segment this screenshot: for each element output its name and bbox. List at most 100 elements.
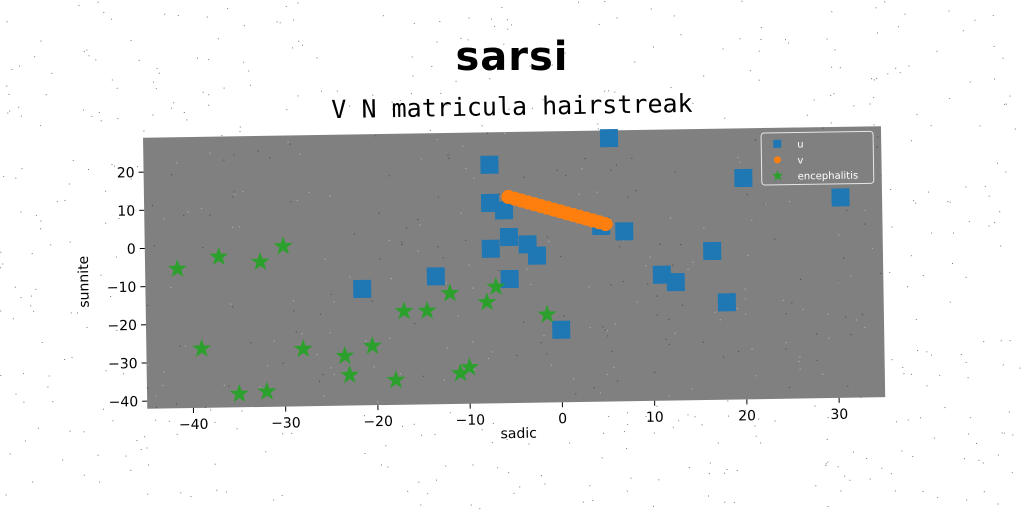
noise-dot — [289, 143, 291, 145]
noise-dot — [442, 257, 445, 259]
noise-dot — [266, 364, 269, 367]
noise-dot — [911, 140, 913, 142]
noise-dot — [967, 433, 969, 435]
noise-dot — [983, 341, 985, 343]
noise-dot — [11, 69, 13, 70]
noise-dot — [7, 112, 9, 114]
point-encephalitis — [340, 365, 360, 384]
noise-dot — [993, 45, 995, 47]
noise-dot — [9, 110, 11, 112]
noise-dot — [122, 373, 124, 375]
noise-dot — [399, 100, 401, 102]
noise-dot — [895, 67, 897, 69]
noise-dot — [2, 263, 4, 265]
noise-dot — [782, 299, 784, 302]
noise-dot — [853, 451, 854, 453]
noise-dot — [200, 207, 203, 210]
noise-dot — [155, 395, 157, 397]
noise-dot — [381, 464, 382, 466]
noise-dot — [1000, 340, 1002, 342]
noise-dot — [881, 467, 883, 469]
noise-dot — [227, 8, 229, 10]
noise-dot — [295, 331, 297, 333]
noise-dot — [992, 15, 994, 17]
noise-dot — [930, 125, 932, 127]
noise-dot — [322, 373, 324, 376]
noise-dot — [737, 156, 739, 159]
noise-dot — [105, 222, 107, 224]
noise-dot — [828, 337, 830, 339]
noise-dot — [175, 403, 178, 405]
noise-dot — [140, 449, 142, 450]
noise-dot — [953, 232, 954, 234]
noise-dot — [177, 15, 179, 17]
noise-dot — [626, 412, 628, 414]
noise-dot — [217, 38, 219, 40]
noise-dot — [530, 283, 532, 286]
noise-dot — [30, 295, 32, 297]
noise-dot — [329, 195, 331, 197]
noise-dot — [634, 61, 636, 63]
plot-area — [143, 126, 886, 409]
noise-dot — [464, 239, 467, 242]
point-u — [494, 201, 514, 220]
noise-dot — [688, 466, 690, 468]
noise-dot — [239, 131, 241, 133]
y-tick-label: 20 — [117, 165, 135, 181]
noise-dot — [635, 190, 637, 192]
noise-dot — [978, 459, 980, 461]
noise-dot — [151, 204, 154, 207]
noise-dot — [116, 87, 118, 89]
noise-dot — [168, 420, 170, 422]
noise-dot — [232, 196, 234, 198]
noise-dot — [869, 478, 871, 480]
noise-dot — [751, 348, 753, 350]
noise-dot — [760, 38, 762, 40]
noise-dot — [40, 125, 42, 127]
noise-dot — [130, 39, 132, 41]
noise-dot — [276, 21, 278, 23]
noise-dot — [1005, 103, 1007, 105]
point-u — [717, 293, 737, 312]
noise-dot — [564, 52, 566, 54]
noise-dot — [724, 117, 726, 119]
noise-dot — [674, 171, 676, 173]
point-v — [598, 217, 613, 232]
noise-dot — [692, 261, 694, 263]
noise-dot — [249, 84, 251, 86]
noise-dot — [208, 104, 210, 106]
noise-dot — [136, 440, 138, 442]
noise-dot — [513, 492, 515, 494]
noise-dot — [296, 199, 299, 202]
noise-dot — [827, 417, 829, 419]
noise-dot — [1002, 57, 1004, 59]
noise-dot — [470, 504, 472, 506]
noise-dot — [814, 405, 816, 407]
noise-dot — [186, 119, 188, 121]
point-encephalitis — [394, 301, 414, 320]
noise-dot — [330, 367, 332, 369]
noise-dot — [869, 103, 871, 105]
noise-dot — [599, 392, 602, 394]
noise-dot — [138, 59, 140, 61]
noise-dot — [656, 314, 658, 316]
noise-dot — [785, 313, 787, 315]
noise-dot — [569, 442, 571, 444]
noise-dot — [739, 38, 741, 40]
noise-dot — [445, 465, 447, 467]
noise-dot — [572, 378, 575, 380]
noise-dot — [939, 374, 941, 376]
noise-dot — [668, 395, 670, 397]
noise-dot — [99, 481, 101, 483]
chart-marks — [167, 128, 850, 403]
noise-dot — [52, 401, 54, 403]
noise-dot — [744, 298, 747, 300]
noise-dot — [0, 310, 2, 312]
noise-dot — [728, 415, 729, 417]
noise-dot — [497, 467, 499, 469]
noise-dot — [846, 209, 848, 212]
noise-dot — [550, 364, 553, 366]
noise-dot — [323, 395, 325, 397]
noise-dot — [844, 475, 846, 477]
noise-dot — [916, 114, 918, 116]
